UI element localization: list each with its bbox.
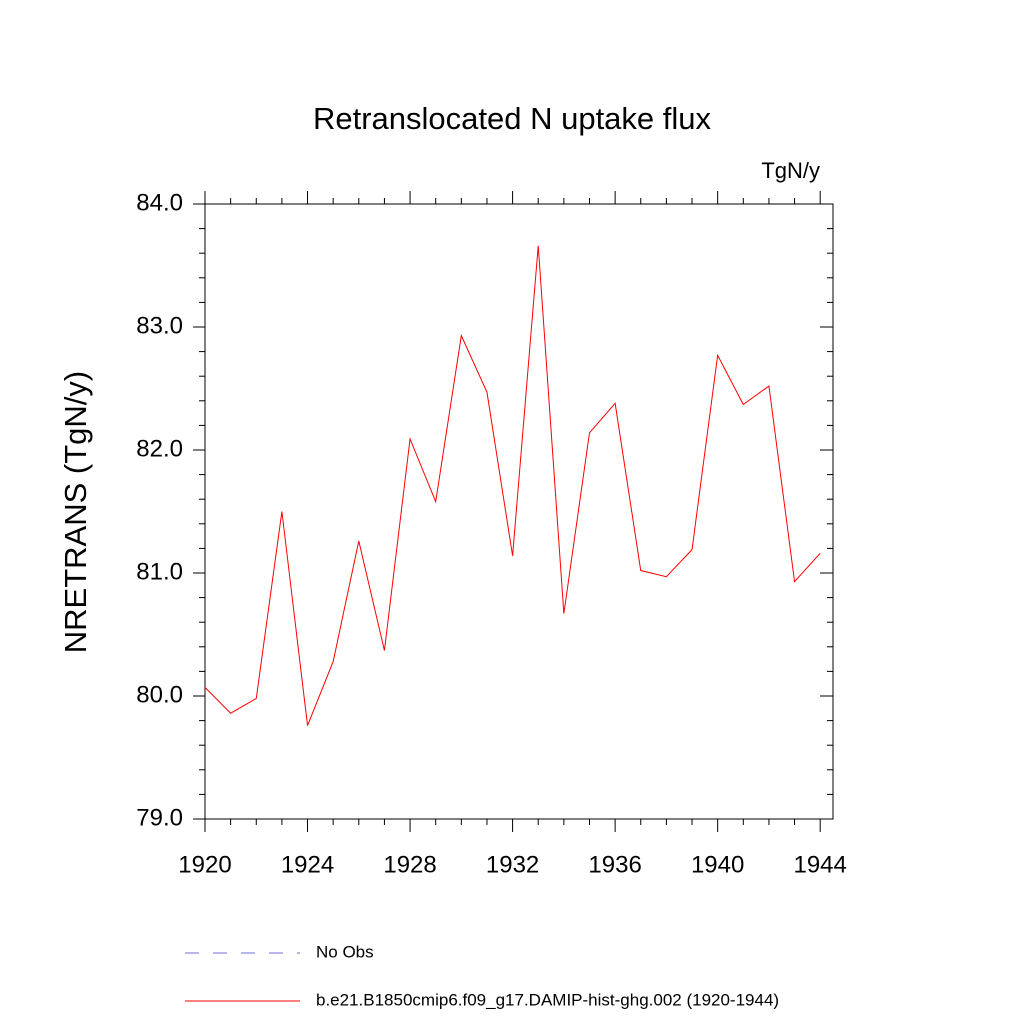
y-axis-label: NRETRANS (TgN/y) — [58, 371, 93, 653]
y-tick-label: 81.0 — [136, 558, 183, 585]
x-tick-label: 1944 — [793, 851, 846, 878]
y-tick-label: 84.0 — [136, 189, 183, 216]
x-tick-label: 1920 — [178, 851, 231, 878]
data-line — [204, 245, 821, 726]
y-tick-label: 83.0 — [136, 312, 183, 339]
units-label: TgN/y — [761, 158, 820, 183]
y-tick-label: 79.0 — [136, 804, 183, 831]
x-tick-label: 1940 — [691, 851, 744, 878]
x-tick-label: 1924 — [281, 851, 334, 878]
legend-label: b.e21.B1850cmip6.f09_g17.DAMIP-hist-ghg.… — [316, 990, 779, 1009]
x-tick-label: 1932 — [486, 851, 539, 878]
y-tick-label: 82.0 — [136, 435, 183, 462]
chart-title: Retranslocated N uptake flux — [313, 101, 712, 136]
plot-frame — [204, 203, 834, 820]
y-tick-label: 80.0 — [136, 681, 183, 708]
x-tick-label: 1936 — [588, 851, 641, 878]
x-tick-label: 1928 — [383, 851, 436, 878]
legend-label: No Obs — [316, 942, 374, 961]
